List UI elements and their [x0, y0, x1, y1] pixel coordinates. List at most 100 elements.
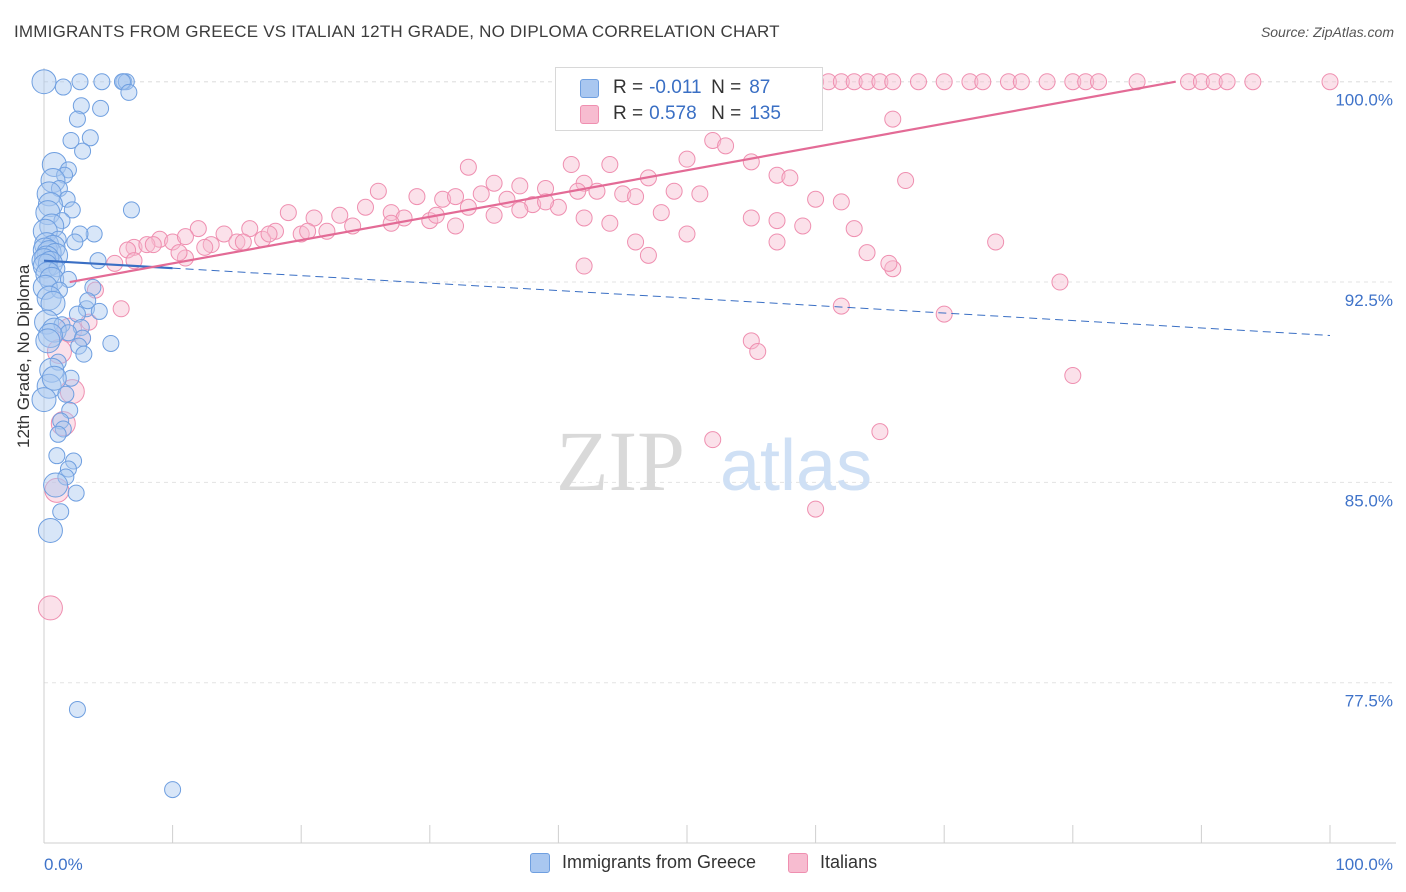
italians-point — [781, 169, 799, 187]
italians-point — [935, 305, 953, 323]
italians-point — [524, 196, 542, 214]
italians-point — [884, 110, 902, 128]
greece-point — [37, 517, 63, 543]
greece-point — [58, 190, 76, 208]
greece-point — [32, 274, 58, 300]
italians-point — [1180, 73, 1198, 91]
greece-points — [31, 69, 182, 799]
greece-point — [41, 365, 67, 391]
legend-row-italians: R = 0.578 N = 135 — [580, 102, 781, 126]
italians-point — [1064, 367, 1082, 385]
italians-point — [434, 190, 452, 208]
italians-point — [537, 193, 555, 211]
y-tick-labels: 77.5% 85.0% 92.5% 100.0% — [1335, 91, 1393, 711]
greece-point — [31, 69, 57, 95]
greece-point — [122, 201, 140, 219]
italians-point — [794, 217, 812, 235]
series-swatch-pink — [788, 852, 809, 873]
y-tick-label: 92.5% — [1345, 291, 1393, 310]
italians-point — [717, 137, 735, 155]
legend-n-value: 135 — [749, 103, 781, 124]
italians-point — [260, 225, 278, 243]
legend-r-label: R = — [613, 77, 644, 98]
italians-point — [768, 166, 786, 184]
italians-point — [832, 297, 850, 315]
italians-point — [447, 188, 465, 206]
italians-point — [627, 233, 645, 251]
italians-point — [369, 182, 387, 200]
italians-point — [575, 209, 593, 227]
watermark-zip: ZIP — [556, 413, 685, 509]
italians-point — [961, 73, 979, 91]
italians-point — [459, 158, 477, 176]
italians-point — [485, 206, 503, 224]
italians-point — [331, 206, 349, 224]
series-legend-greece[interactable]: Immigrants from Greece — [530, 852, 756, 873]
italians-point — [601, 214, 619, 232]
greece-point — [117, 73, 135, 91]
italians-point — [511, 177, 529, 195]
greece-point — [62, 131, 80, 149]
greece-point — [84, 278, 102, 296]
greece-point — [89, 252, 107, 270]
italians-point — [1012, 73, 1030, 91]
italians-point — [447, 217, 465, 235]
italians-point — [408, 188, 426, 206]
italians-point — [652, 204, 670, 222]
italians-point — [215, 225, 233, 243]
italians-point — [575, 257, 593, 275]
greece-point — [54, 78, 72, 96]
italians-point — [1077, 73, 1095, 91]
greece-point — [50, 281, 68, 299]
greece-point — [66, 233, 84, 251]
italians-point — [562, 156, 580, 174]
greece-point — [57, 468, 75, 486]
greece-point — [35, 328, 61, 354]
italians-points — [37, 73, 1339, 621]
italians-point — [742, 209, 760, 227]
greece-point — [81, 129, 99, 147]
italians-point — [1051, 273, 1069, 291]
italians-point — [880, 254, 898, 272]
italians-point — [1205, 73, 1223, 91]
legend-row-greece: R = -0.011 N = 87 — [580, 76, 770, 100]
italians-point — [614, 185, 632, 203]
x-tick-label: 0.0% — [44, 855, 83, 874]
italians-point — [897, 172, 915, 190]
italians-point — [144, 236, 162, 254]
italians-point — [832, 73, 850, 91]
legend-n-label: N = — [711, 103, 742, 124]
greece-point — [36, 373, 62, 399]
greece-point — [71, 225, 89, 243]
series-name-italians: Italians — [820, 852, 878, 872]
italians-point — [845, 73, 863, 91]
italians-point — [472, 185, 490, 203]
italians-point — [196, 238, 214, 256]
italians-point — [138, 236, 156, 254]
italians-point — [742, 153, 760, 171]
series-legend: Immigrants from Greece Italians — [530, 852, 909, 873]
italians-point — [749, 343, 767, 361]
greece-point — [71, 73, 89, 91]
italians-point — [601, 156, 619, 174]
series-legend-italians[interactable]: Italians — [788, 852, 877, 873]
italians-point — [678, 225, 696, 243]
greece-point — [31, 387, 57, 413]
italians-point — [704, 131, 722, 149]
italians-point — [627, 188, 645, 206]
italians-point — [974, 73, 992, 91]
italians-point — [1192, 73, 1210, 91]
italians-point — [37, 595, 63, 621]
italians-point — [987, 233, 1005, 251]
legend-r-value: 0.578 — [649, 103, 697, 124]
greece-trend-dashed — [172, 267, 1331, 336]
italians-point — [691, 185, 709, 203]
italians-point — [1000, 73, 1017, 91]
greece-point — [164, 781, 182, 799]
italians-point — [119, 241, 137, 259]
greece-point — [67, 484, 85, 502]
greece-point — [120, 83, 138, 101]
x-tick-label: 100.0% — [1335, 855, 1393, 874]
watermark-atlas: atlas — [720, 426, 872, 506]
italians-point — [768, 233, 786, 251]
